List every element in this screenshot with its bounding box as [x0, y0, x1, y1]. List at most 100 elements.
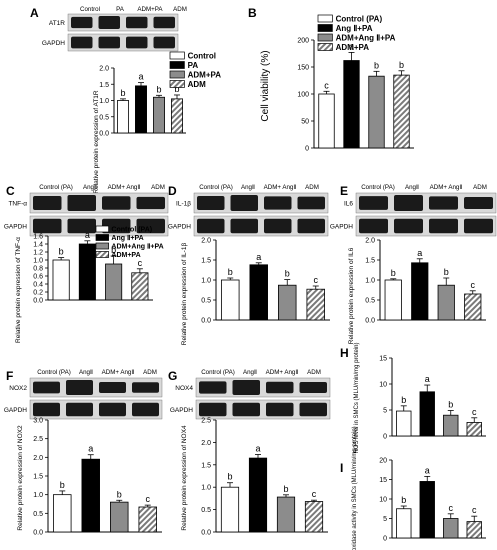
- significance-letter: b: [156, 84, 161, 94]
- blot-band: [126, 16, 148, 29]
- y-tick-label: 0: [383, 434, 387, 441]
- blot-band: [199, 381, 227, 394]
- blot-row-label: GAPDH: [42, 40, 65, 47]
- legend-entry: ADM+PA: [188, 71, 222, 80]
- y-axis-label: NADPH oxidase activity in SMCs (MLU/min/…: [352, 426, 358, 550]
- y-axis-label: Relative protein expression of NOX2: [17, 425, 24, 531]
- blot-band: [197, 195, 225, 211]
- blot-row-label: TNF-α: [8, 201, 27, 208]
- bar: [131, 272, 149, 301]
- significance-letter: c: [138, 258, 143, 268]
- significance-letter: a: [425, 465, 430, 475]
- bar: [105, 263, 123, 301]
- legend-swatch: [169, 70, 185, 79]
- bar: [52, 259, 70, 301]
- y-tick-label: 200: [297, 38, 309, 45]
- blot-strip: [67, 13, 179, 32]
- blot-strip: [29, 399, 163, 420]
- significance-letter: b: [283, 484, 288, 494]
- y-tick-label: 2.5: [201, 418, 211, 425]
- bar: [411, 262, 429, 321]
- blot-row-label: GAPDH: [330, 224, 353, 231]
- bar: [53, 494, 72, 533]
- blot-band: [66, 402, 93, 417]
- blot-lane-label: AngⅡ: [79, 369, 93, 376]
- blot-row-label: GAPDH: [4, 407, 27, 414]
- significance-letter: b: [227, 472, 232, 482]
- panel-label: G: [168, 369, 177, 383]
- blot-band: [429, 196, 458, 210]
- y-tick-label: 0.5: [201, 507, 211, 514]
- panel-label: E: [340, 184, 348, 198]
- blot-band: [132, 382, 159, 393]
- significance-letter: b: [374, 60, 379, 70]
- significance-letter: c: [472, 505, 477, 515]
- bar: [466, 521, 482, 539]
- blot-lane-label: Control (PA): [39, 184, 73, 191]
- significance-letter: b: [401, 395, 406, 405]
- y-tick-label: 0.5: [99, 114, 109, 121]
- panel-I: I 0 5 10 15 20 NADPH oxidase activity in SMCs …: [340, 426, 486, 550]
- y-tick-label: 1.0: [201, 278, 211, 285]
- y-tick-label: 100: [297, 92, 309, 99]
- significance-letter: a: [417, 248, 422, 258]
- blot-strip: [67, 33, 179, 52]
- significance-letter: b: [60, 480, 65, 490]
- legend-entry: ADM+PA: [111, 252, 140, 259]
- y-axis-label: Cell viability (%): [260, 50, 271, 121]
- blot-band: [153, 16, 175, 29]
- y-tick-label: 1.0: [365, 278, 375, 285]
- blot-band: [230, 195, 258, 211]
- bar: [117, 100, 129, 134]
- y-tick-label: 0.0: [99, 131, 109, 138]
- legend-entry: Ang Ⅱ+PA: [111, 234, 143, 242]
- legend-swatch: [317, 33, 333, 42]
- y-tick-label: 0.2: [33, 290, 43, 297]
- bar: [419, 391, 435, 437]
- blot-lane-label: PA: [116, 6, 125, 13]
- blot-row-label: IL-1β: [176, 201, 191, 208]
- blot-band: [299, 381, 327, 394]
- blot-row-label: GAPDH: [168, 224, 191, 231]
- blot-band: [33, 218, 62, 234]
- y-tick-label: 50: [301, 119, 309, 126]
- legend-entry: ADM: [188, 80, 207, 89]
- y-tick-label: 1.0: [33, 492, 43, 499]
- blot-band: [153, 36, 175, 49]
- blot-lane-label: ADM+PA: [137, 6, 163, 13]
- bar: [248, 457, 268, 533]
- blot-band: [359, 196, 388, 210]
- y-tick-label: 0.0: [33, 298, 43, 305]
- blot-row-label: IL6: [344, 201, 353, 208]
- significance-letter: c: [146, 494, 151, 504]
- blot-row-label: GAPDH: [170, 407, 193, 414]
- blot-lane-label: ADM: [143, 369, 157, 376]
- y-tick-label: 3.0: [33, 418, 43, 425]
- legend-entry: Control (PA): [336, 15, 383, 24]
- blot-band: [394, 218, 423, 234]
- bar: [135, 85, 147, 134]
- y-tick-label: 1.0: [201, 485, 211, 492]
- panel-H: H 0 5 10 15 ROS level in SMCs (MLU/min/mg pro…: [340, 342, 486, 454]
- y-tick-label: 2.0: [201, 440, 211, 447]
- blot-band: [297, 196, 325, 210]
- panel-E: E Control (PA) AngⅡ ADM+ AngⅡ ADM IL6 GAPDH 0.0…: [330, 184, 497, 344]
- blot-strip: [195, 377, 331, 398]
- blot-lane-label: AngⅡ: [243, 369, 257, 376]
- legend-swatch: [95, 242, 109, 250]
- legend-swatch: [317, 24, 333, 32]
- blot-band: [197, 218, 225, 234]
- blot-lane-label: ADM: [173, 6, 187, 13]
- panel-G: G Control (PA) AngⅡ ADM+ AngⅡ ADM NOX4 GAPDH 0.…: [168, 369, 331, 537]
- significance-letter: a: [256, 252, 261, 262]
- bar: [443, 518, 459, 539]
- legend-swatch: [317, 14, 333, 23]
- y-tick-label: 0: [305, 146, 309, 153]
- legend-swatch: [95, 251, 109, 258]
- blot-band: [102, 218, 131, 234]
- blot-band: [132, 402, 159, 417]
- bar: [110, 501, 129, 533]
- blot-band: [98, 16, 120, 29]
- bar: [278, 284, 297, 321]
- y-tick-label: 5: [383, 516, 387, 523]
